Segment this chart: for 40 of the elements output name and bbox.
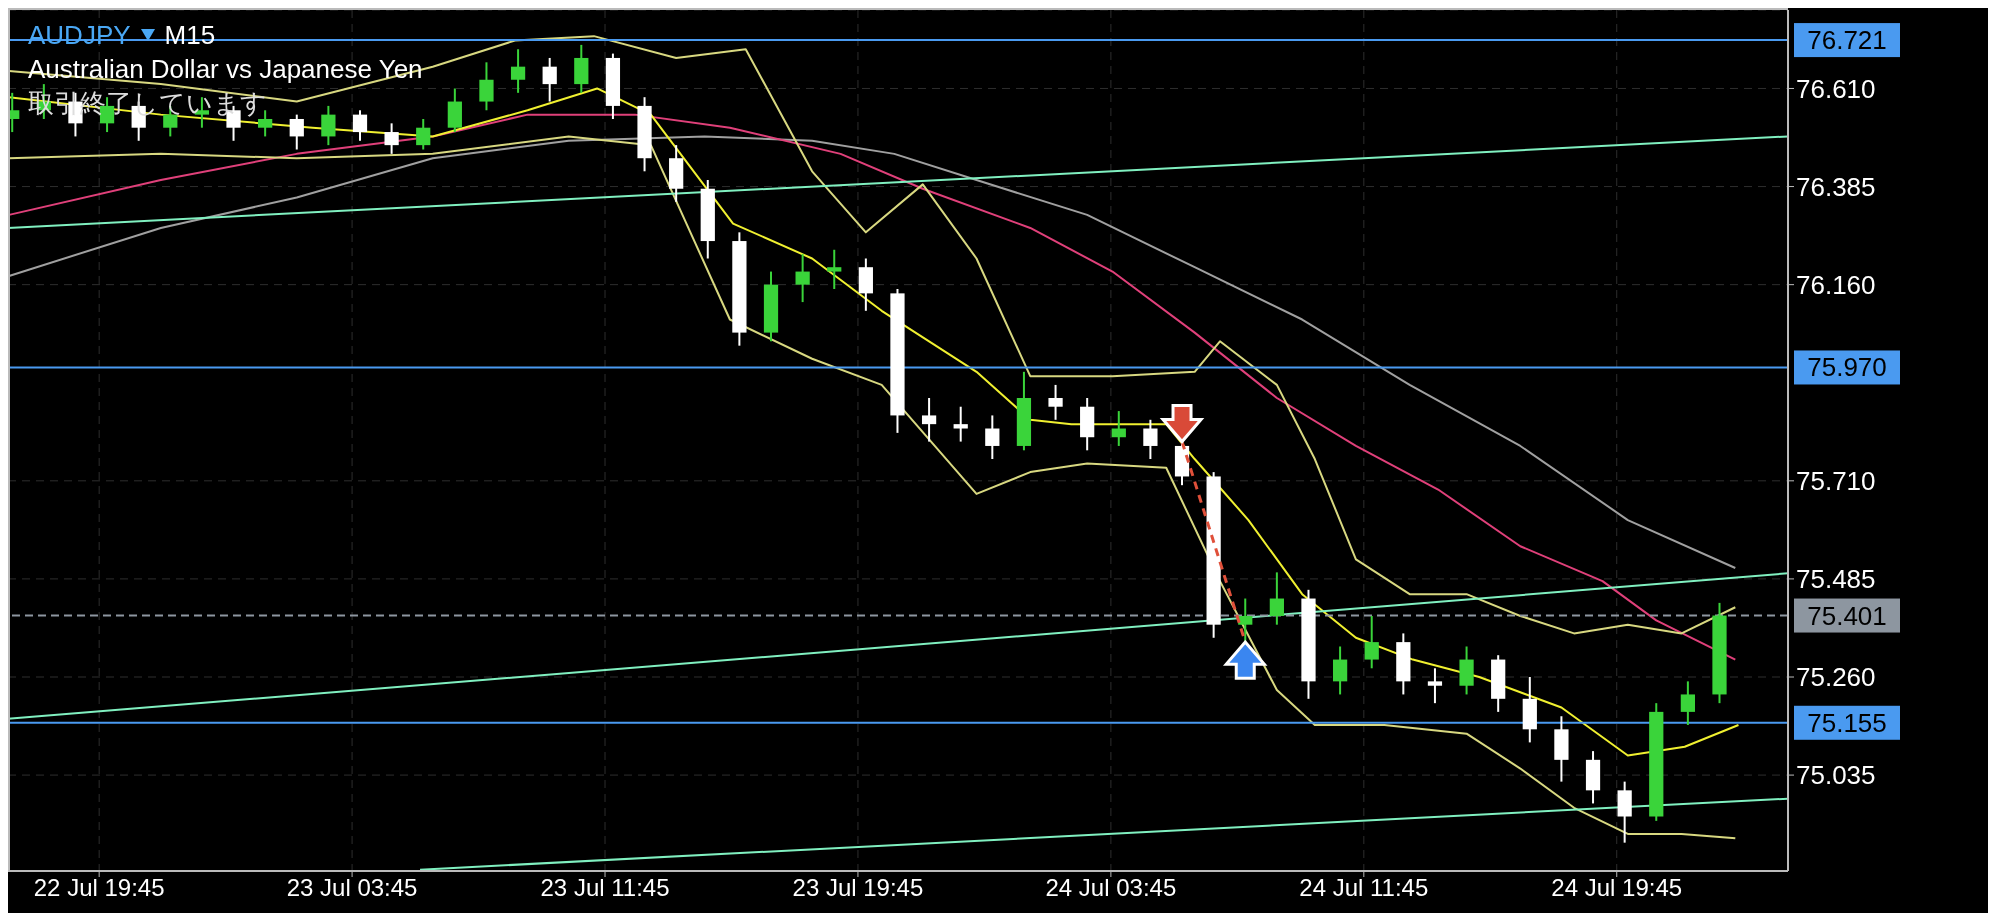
x-tick-label: 22 Jul 19:45 bbox=[33, 874, 165, 902]
ref-line-label: 75.970 bbox=[1807, 352, 1887, 383]
candlestick bbox=[953, 405, 968, 443]
candlestick bbox=[479, 61, 494, 112]
ref-line-label: 75.155 bbox=[1807, 707, 1887, 738]
candlestick bbox=[384, 122, 399, 155]
y-tick-label: 76.610 bbox=[1796, 73, 1876, 104]
ref-line-label: 76.721 bbox=[1807, 25, 1887, 56]
candlestick bbox=[1143, 418, 1158, 461]
candlestick bbox=[1238, 597, 1253, 644]
x-tick-label: 24 Jul 19:45 bbox=[1551, 874, 1683, 902]
ref-line-label: 75.401 bbox=[1807, 600, 1887, 631]
candlestick bbox=[921, 396, 937, 443]
candlestick bbox=[1364, 614, 1379, 670]
candlestick bbox=[510, 48, 526, 94]
candlestick bbox=[795, 253, 810, 304]
x-tick-label: 23 Jul 19:45 bbox=[792, 874, 924, 902]
candlestick bbox=[1048, 383, 1063, 421]
x-tick-label: 24 Jul 03:45 bbox=[1045, 874, 1177, 902]
candlestick bbox=[542, 56, 557, 103]
y-tick-label: 75.035 bbox=[1796, 760, 1876, 791]
candlestick bbox=[289, 113, 304, 151]
candlestick bbox=[1269, 571, 1284, 626]
y-tick-label: 75.260 bbox=[1796, 662, 1876, 693]
y-tick-label: 76.385 bbox=[1796, 171, 1876, 202]
y-tick-label: 75.710 bbox=[1796, 466, 1876, 497]
y-tick-label: 76.160 bbox=[1796, 269, 1876, 300]
candlestick bbox=[321, 104, 336, 147]
x-tick-label: 24 Jul 11:45 bbox=[1299, 874, 1429, 902]
candlestick bbox=[1332, 645, 1348, 696]
candlestick bbox=[1111, 410, 1126, 447]
candlestick bbox=[985, 414, 1000, 461]
x-tick-label: 23 Jul 11:45 bbox=[540, 874, 670, 902]
candlestick bbox=[1680, 680, 1695, 726]
candlestick bbox=[827, 248, 842, 291]
candlestick bbox=[416, 117, 431, 151]
candlestick bbox=[352, 109, 368, 142]
x-tick-label: 23 Jul 03:45 bbox=[286, 874, 418, 902]
candlestick bbox=[1427, 667, 1443, 705]
y-tick-label: 75.485 bbox=[1796, 564, 1876, 595]
